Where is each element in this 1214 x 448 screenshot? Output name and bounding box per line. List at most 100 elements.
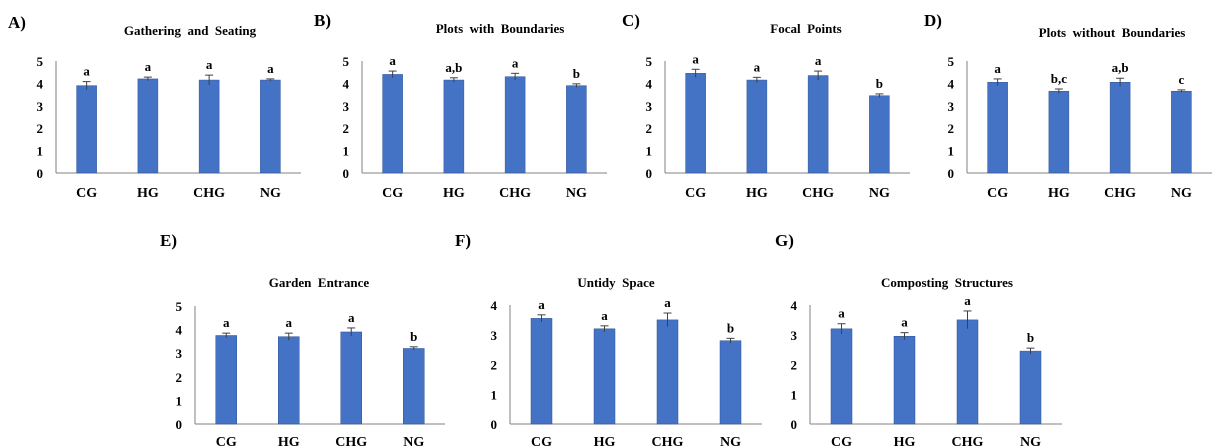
y-tick-label: 2 [948,121,955,136]
bar-hg [137,78,159,174]
y-tick-label: 2 [37,121,44,136]
significance-label: a,b [1112,60,1129,75]
chart-panel-1: A) Gathering and Seating 0 1 2 3 4 5 a CG a HG a CHG a… [8,13,301,201]
significance-label: a [664,295,671,310]
x-category-label: CHG [1104,186,1136,201]
x-category-label: CHG [952,435,984,448]
bar-chg [1109,82,1131,174]
y-tick-label: 5 [37,54,44,69]
y-tick-label: 0 [176,417,183,432]
bar-ng [1171,90,1192,174]
y-tick-label: 0 [646,166,653,181]
significance-label: a [964,293,971,308]
x-category-label: HG [894,435,916,448]
bar-ng [403,348,425,425]
y-tick-label: 4 [343,76,350,91]
y-tick-label: 0 [948,166,955,181]
bar-chg [340,331,362,425]
x-category-label: CG [531,435,552,448]
bar-hg [278,336,300,425]
significance-label: a [267,61,274,76]
bar-chg [504,76,526,174]
x-category-label: NG [1020,435,1041,448]
y-tick-label: 4 [37,76,44,91]
significance-label: b,c [1051,71,1067,86]
chart-panel-6: F) Untidy Space 0 1 2 3 4 a CG a HG a CHG b NG [455,231,762,448]
bar-hg [746,79,768,174]
significance-label: a [512,55,519,70]
significance-label: b [876,76,883,91]
y-tick-label: 3 [646,99,653,114]
significance-label: a [348,310,355,325]
bar-ng [719,340,742,425]
x-category-label: CG [831,435,852,448]
bar-ng [260,79,281,174]
x-category-label: HG [1048,186,1070,201]
y-tick-label: 5 [948,54,955,69]
bar-cg [382,74,403,174]
chart-panel-2: B) Plots with Boundaries 0 1 2 3 4 5 a CG a,b HG a CH… [314,11,607,201]
chart-panel-5: E) Garden Entrance 0 1 2 3 4 5 a CG a HG a CHG b NG [160,231,445,448]
bar-hg [443,79,465,174]
significance-label: a [838,306,845,321]
y-tick-label: 1 [343,144,350,159]
bar-chg [807,75,829,174]
y-tick-label: 2 [491,358,498,373]
significance-label: a [206,57,213,72]
significance-label: b [727,320,734,335]
x-category-label: HG [443,186,465,201]
chart-panel-7: G) Composting Structures 0 1 2 3 4 a CG a HG a CHG b N… [775,231,1062,448]
chart-title: Focal Points [770,21,842,36]
bar-cg [76,85,97,174]
significance-label: c [1178,72,1184,87]
chart-title: Garden Entrance [269,275,370,290]
bar-chg [956,319,979,425]
y-tick-label: 1 [791,387,798,402]
x-category-label: CG [76,186,97,201]
bar-hg [593,328,616,425]
bar-hg [893,335,916,425]
significance-label: a [692,51,699,66]
significance-label: a [286,315,293,330]
x-category-label: CHG [335,435,367,448]
panel-letter: G) [775,231,794,250]
x-category-label: CHG [499,186,531,201]
x-category-label: HG [137,186,159,201]
bar-cg [530,318,553,425]
x-category-label: CHG [802,186,834,201]
y-tick-label: 2 [646,121,653,136]
y-tick-label: 0 [791,417,798,432]
significance-label: a [601,308,608,323]
panel-letter: C) [622,11,640,30]
x-category-label: NG [260,186,281,201]
bar-chg [656,319,679,425]
y-tick-label: 5 [176,299,183,314]
x-category-label: NG [869,186,890,201]
chart-title: Plots with Boundaries [436,21,565,36]
y-tick-label: 5 [646,54,653,69]
chart-title: Plots without Boundaries [1039,25,1186,40]
y-tick-label: 1 [948,144,955,159]
y-tick-label: 3 [37,99,44,114]
x-category-label: NG [720,435,741,448]
bar-ng [566,85,587,174]
x-category-label: HG [594,435,616,448]
significance-label: a [223,315,230,330]
y-tick-label: 1 [646,144,653,159]
significance-label: a [145,59,152,74]
x-category-label: HG [746,186,768,201]
y-tick-label: 2 [176,370,183,385]
x-category-label: CG [987,186,1008,201]
chart-title: Gathering and Seating [124,23,257,38]
x-category-label: CHG [652,435,684,448]
panel-letter: F) [455,231,471,250]
significance-label: a [83,64,90,79]
y-tick-label: 3 [491,328,498,343]
significance-label: a [754,59,761,74]
y-tick-label: 5 [343,54,350,69]
significance-label: a,b [445,60,462,75]
significance-label: a [815,53,822,68]
bar-chg [198,79,220,174]
y-tick-label: 0 [37,166,44,181]
